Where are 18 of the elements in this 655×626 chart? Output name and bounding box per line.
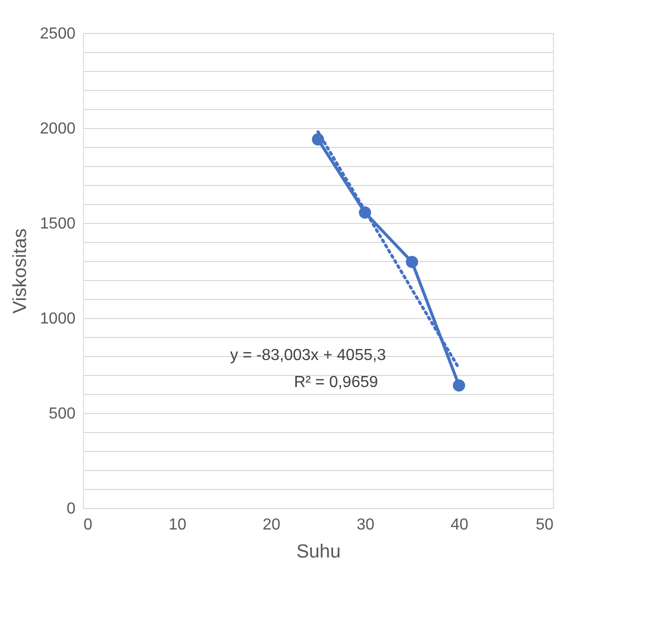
y-tick-label: 1500 [40,216,76,232]
y-tick-label: 2000 [40,120,76,138]
annotation: R² = 0,9659 [294,374,378,391]
x-tick-label: 50 [536,516,554,534]
y-tick-label: 0 [66,500,76,518]
y-axis-title: Viskositas [10,228,31,314]
y-tick-label: 500 [48,406,76,422]
x-axis-title: Suhu [296,542,341,562]
x-tick-label: 10 [168,516,186,534]
x-tick-label: 20 [262,516,280,534]
x-tick-label: 30 [356,516,374,534]
point [406,256,418,268]
y-tick-label: 2500 [40,26,76,42]
point [452,379,466,392]
x-tick-label: 40 [450,516,468,534]
annotation: y = -83,003x + 4055,3 [230,347,386,364]
y-tick-label: 1000 [40,310,76,328]
x-tick-label: 0 [84,516,92,534]
